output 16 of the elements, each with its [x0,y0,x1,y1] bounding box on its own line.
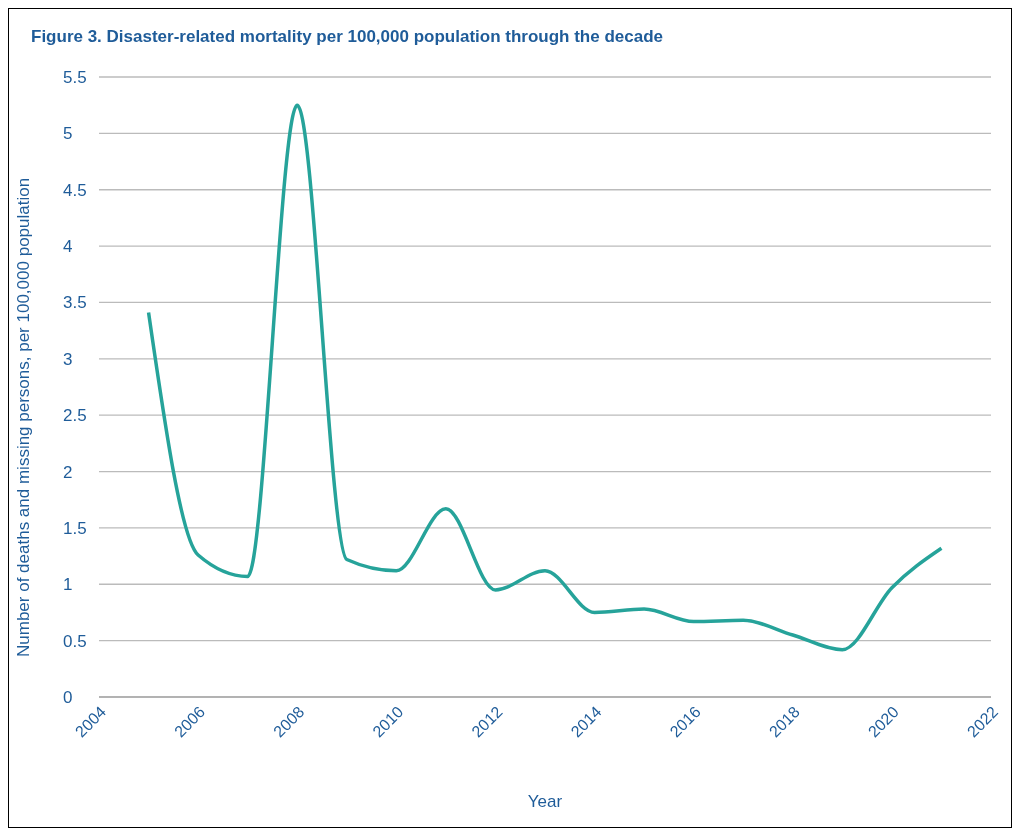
y-tick-label: 2 [63,462,73,482]
y-tick-label: 4 [63,237,73,257]
y-tick-label: 2.5 [63,406,87,426]
y-tick-label: 3 [63,349,73,369]
y-tick-label: 5 [63,124,73,144]
y-tick-label: 3.5 [63,293,87,313]
y-tick-label: 1.5 [63,518,87,538]
y-tick-label: 4.5 [63,180,87,200]
y-tick-label: 0 [63,688,73,708]
y-tick-label: 0.5 [63,631,87,651]
y-axis-title: Number of deaths and missing persons, per 100,000 population [14,177,34,657]
y-tick-label: 1 [63,575,73,595]
line-series [146,103,944,652]
y-tick-label: 5.5 [63,68,87,88]
x-axis-title: Year [527,792,563,811]
chart-title: Figure 3. Disaster-related mortality per 100,000 population through the decade [30,26,664,47]
